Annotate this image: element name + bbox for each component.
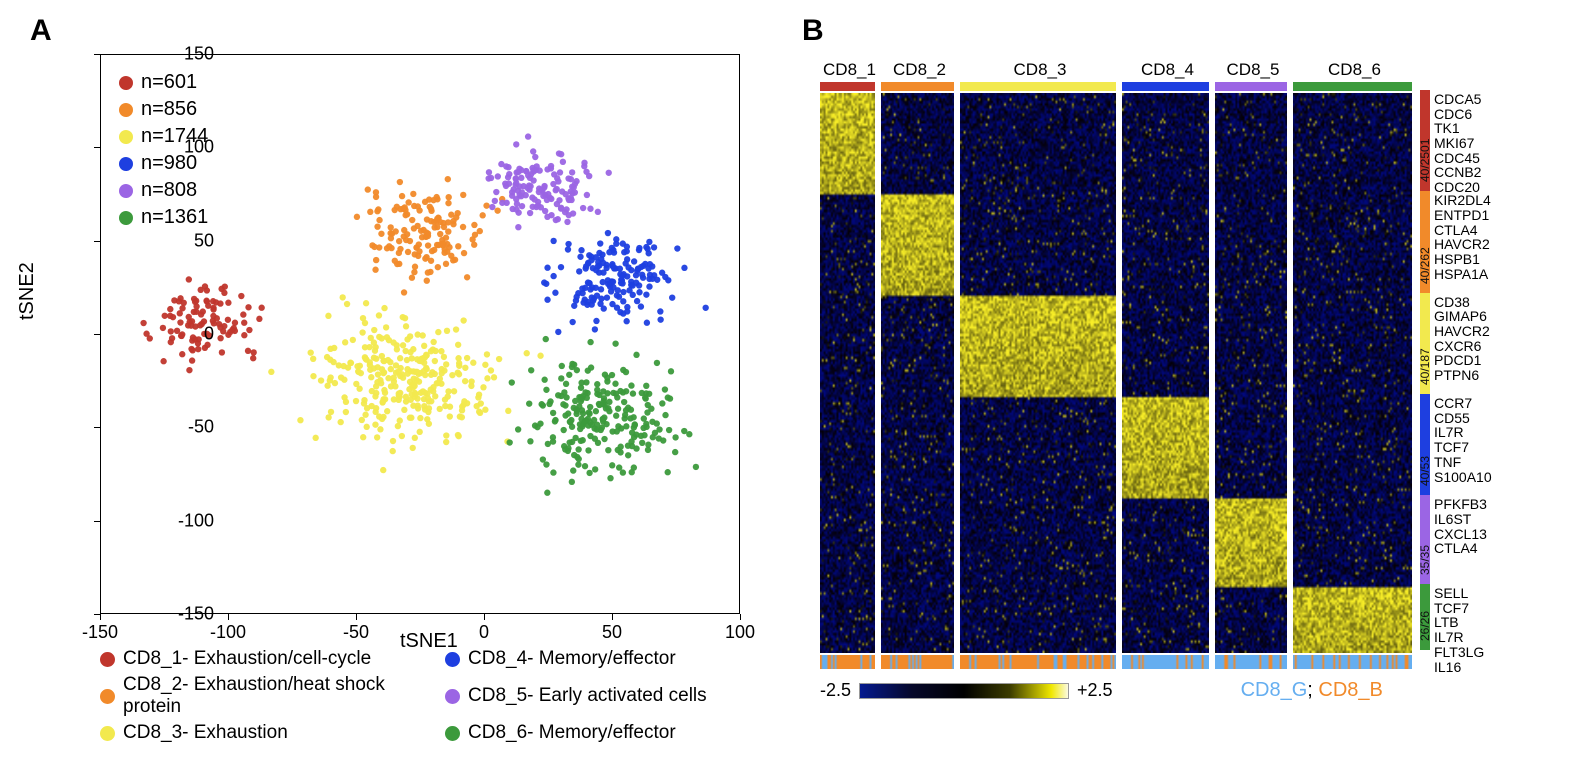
n-legend-label: n=1361 <box>141 204 208 231</box>
n-legend-item: n=601 <box>119 69 208 96</box>
swatch-icon <box>119 157 133 171</box>
ytick: 0 <box>154 324 214 345</box>
x-axis-label: tSNE1 <box>400 630 458 653</box>
heatmap-col-colorbar <box>881 82 954 91</box>
swatch-icon <box>100 652 115 667</box>
cluster-legend-item: CD8_6- Memory/effector <box>445 722 780 744</box>
swatch-icon <box>119 130 133 144</box>
heatmap-col-label: CD8_2 <box>883 60 956 80</box>
source-bar-segment <box>960 655 1116 669</box>
figure: A tSNE2 n=601n=856n=1744n=980n=808n=1361… <box>20 20 1562 744</box>
heatmap-col-colorbar <box>1122 82 1209 91</box>
source-g: CD8_G <box>1241 679 1308 701</box>
y-axis-label: tSNE2 <box>16 262 39 320</box>
swatch-icon <box>119 103 133 117</box>
heatmap-column <box>1122 93 1209 653</box>
swatch-icon <box>445 726 460 741</box>
cluster-legend-label: CD8_2- Exhaustion/heat shock protein <box>123 674 435 718</box>
heatmap-column <box>960 93 1116 653</box>
cluster-legend-label: CD8_4- Memory/effector <box>468 648 676 670</box>
heatmap-col-colorbar <box>1293 82 1412 91</box>
n-legend-item: n=856 <box>119 96 208 123</box>
swatch-icon <box>119 211 133 225</box>
cluster-legend-label: CD8_1- Exhaustion/cell-cycle <box>123 648 371 670</box>
source-sep: ; <box>1307 679 1318 701</box>
heatmap-col-label: CD8_3 <box>962 60 1118 80</box>
panel-b-label: B <box>802 14 824 48</box>
source-legend: CD8_G; CD8_B <box>1241 679 1383 702</box>
color-scale-row: -2.5 +2.5 CD8_G; CD8_B <box>820 679 1520 702</box>
n-legend-label: n=601 <box>141 69 197 96</box>
n-legend-label: n=808 <box>141 177 197 204</box>
swatch-icon <box>119 76 133 90</box>
scale-min: -2.5 <box>820 680 851 701</box>
swatch-icon <box>119 184 133 198</box>
xtick: 0 <box>479 622 489 643</box>
xtick: 100 <box>725 622 755 643</box>
heatmap-column <box>1293 93 1412 653</box>
heatmap-column-colorbar <box>820 82 1520 91</box>
n-legend-item: n=808 <box>119 177 208 204</box>
heatmap-column-labels: CD8_1 CD8_2 CD8_3 CD8_4 CD8_5 CD8_6 <box>822 60 1520 80</box>
cluster-legend-item: CD8_2- Exhaustion/heat shock protein <box>100 674 435 718</box>
cluster-legend-label: CD8_6- Memory/effector <box>468 722 676 744</box>
heatmap-col-label: CD8_1 <box>822 60 877 80</box>
xtick: -150 <box>82 622 118 643</box>
cluster-legend-item: CD8_5- Early activated cells <box>445 674 780 718</box>
cluster-legend-item: CD8_4- Memory/effector <box>445 648 780 670</box>
cluster-legend-label: CD8_3- Exhaustion <box>123 722 288 744</box>
heatmap-column <box>1215 93 1287 653</box>
heatmap-col-label: CD8_5 <box>1217 60 1289 80</box>
source-bar-segment <box>1215 655 1287 669</box>
heatmap-col-colorbar <box>820 82 875 91</box>
xtick: 50 <box>602 622 622 643</box>
source-b: CD8_B <box>1318 679 1382 701</box>
ytick: 50 <box>154 230 214 251</box>
ytick: 150 <box>154 44 214 65</box>
xtick: -100 <box>210 622 246 643</box>
cluster-legend-item: CD8_3- Exhaustion <box>100 722 435 744</box>
scale-max: +2.5 <box>1077 680 1113 701</box>
swatch-icon <box>100 689 115 704</box>
heatmap-area: CD8_1CD8_2CD8_3CD8_4CD8_5CD8_6 40/2501CD… <box>820 60 1520 702</box>
swatch-icon <box>100 726 115 741</box>
xtick: -50 <box>343 622 369 643</box>
ytick: 100 <box>154 137 214 158</box>
source-bar-segment <box>820 655 875 669</box>
heatmap-col-label: CD8_6 <box>1295 60 1414 80</box>
panel-a-label: A <box>30 14 52 48</box>
swatch-icon <box>445 689 460 704</box>
cluster-legend: CD8_1- Exhaustion/cell-cycle CD8_4- Memor… <box>100 648 780 744</box>
cluster-legend-item: CD8_1- Exhaustion/cell-cycle <box>100 648 435 670</box>
panel-a: A tSNE2 n=601n=856n=1744n=980n=808n=1361… <box>20 20 780 744</box>
heatmap-column <box>881 93 954 653</box>
scale-gradient <box>859 683 1069 699</box>
swatch-icon <box>445 652 460 667</box>
n-legend-label: n=856 <box>141 96 197 123</box>
panel-b: B CD8_1CD8_2CD8_3CD8_4CD8_5CD8_6 40/2501… <box>820 20 1540 702</box>
ytick: -100 <box>154 510 214 531</box>
heatmap-source-bar <box>820 655 1520 669</box>
heatmap-col-colorbar <box>960 82 1116 91</box>
heatmap-col-label: CD8_4 <box>1124 60 1211 80</box>
source-bar-segment <box>1293 655 1412 669</box>
heatmap-grid <box>820 93 1520 653</box>
heatmap-col-colorbar <box>1215 82 1287 91</box>
cluster-legend-label: CD8_5- Early activated cells <box>468 685 707 707</box>
n-legend-item: n=1361 <box>119 204 208 231</box>
heatmap-column <box>820 93 875 653</box>
source-bar-segment <box>881 655 954 669</box>
ytick: -50 <box>154 417 214 438</box>
ytick: -150 <box>154 604 214 625</box>
source-bar-segment <box>1122 655 1209 669</box>
